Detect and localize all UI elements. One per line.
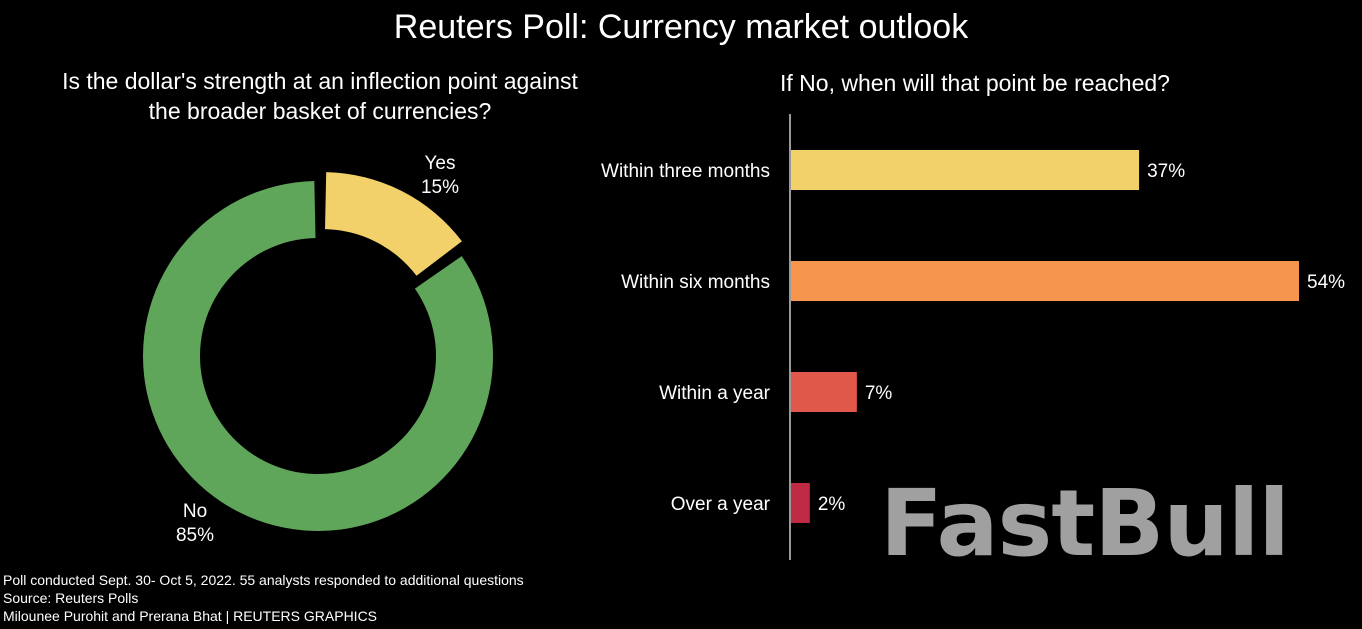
chart-title: Reuters Poll: Currency market outlook: [393, 8, 969, 46]
value-label-within-a-year: 7%: [865, 383, 893, 404]
donut-label-yes-name: Yes: [424, 153, 456, 174]
footer: Poll conducted Sept. 30- Oct 5, 2022. 55…: [3, 571, 524, 625]
value-label-over-a-year: 2%: [818, 494, 846, 515]
category-label-over-a-year: Over a year: [671, 494, 771, 515]
donut-label-no-name: No: [182, 501, 208, 522]
bar-over-a-year: [791, 483, 810, 523]
bar-chart: Within three months 37% Within six months 5…: [601, 114, 1345, 560]
donut-slice-yes: [325, 172, 462, 276]
donut-chart: [142, 172, 493, 531]
donut-label-yes: Yes 15%: [405, 152, 475, 200]
bar-within-a-year: [791, 372, 857, 412]
donut-slice-no: [142, 181, 493, 531]
bar-within-three-months: [791, 150, 1140, 190]
value-label-within-six-months: 54%: [1307, 272, 1345, 293]
bar-within-six-months: [791, 261, 1299, 301]
fastbull-watermark: FastBull: [880, 470, 1290, 577]
bar-question: If No, when will that point be reached?: [780, 70, 1170, 96]
donut-label-no-value: 85%: [175, 525, 215, 546]
donut-label-yes-value: 15%: [420, 177, 460, 198]
footer-credit: Milounee Purohit and Prerana Bhat | REUT…: [3, 608, 378, 624]
donut-question: Is the dollar's strength at an inflectio…: [62, 68, 578, 124]
footer-note: Poll conducted Sept. 30- Oct 5, 2022. 55…: [3, 572, 524, 588]
footer-source: Source: Reuters Polls: [3, 590, 139, 606]
donut-label-no: No 85%: [160, 500, 230, 548]
category-label-within-six-months: Within six months: [621, 272, 770, 293]
value-label-within-three-months: 37%: [1147, 161, 1185, 182]
category-label-within-three-months: Within three months: [601, 161, 770, 182]
category-label-within-a-year: Within a year: [659, 383, 771, 404]
